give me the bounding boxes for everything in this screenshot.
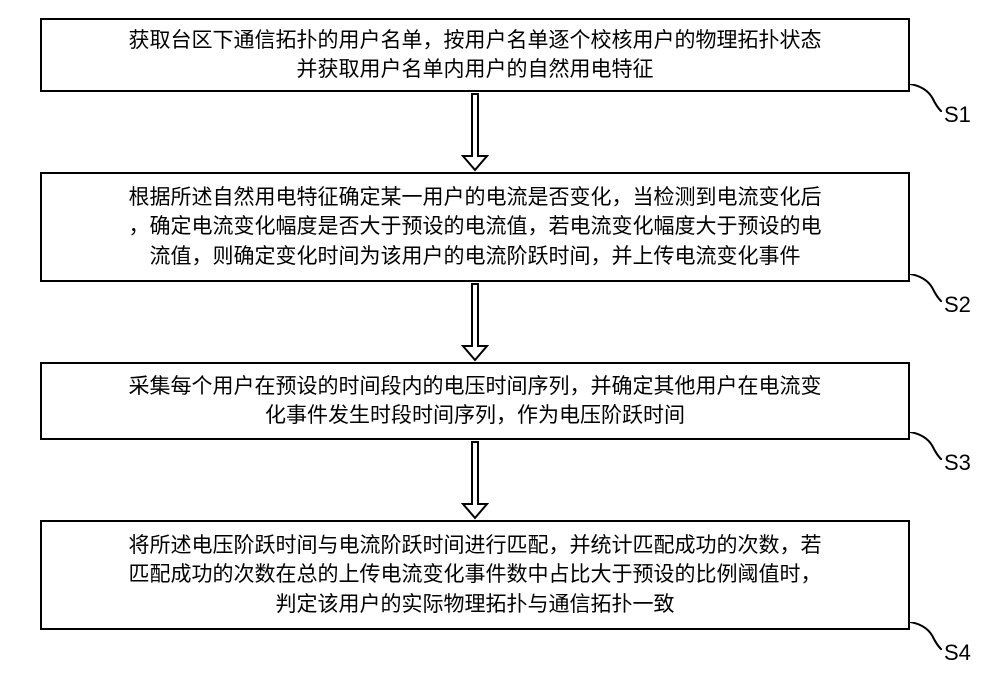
step-text-s1: 获取台区下通信拓扑的用户名单，按用户名单逐个校核用户的物理拓扑状态 并获取用户名…	[129, 26, 822, 85]
step-text-s3: 采集每个用户在预设的时间段内的电压时间序列，并确定其他用户在电流变 化事件发生时…	[129, 372, 822, 431]
step-label-s4: S4	[944, 640, 971, 666]
label-connector-s4	[910, 622, 942, 650]
step-label-s2: S2	[944, 292, 971, 318]
step-label-s1: S1	[944, 102, 971, 128]
flowchart-canvas: 获取台区下通信拓扑的用户名单，按用户名单逐个校核用户的物理拓扑状态 并获取用户名…	[0, 0, 1000, 675]
step-label-s3: S3	[944, 450, 971, 476]
label-connector-s1	[910, 84, 942, 112]
label-connector-s3	[910, 432, 942, 460]
step-text-s2: 根据所述自然用电特征确定某一用户的电流是否变化，当检测到电流变化后 ，确定电流变…	[129, 183, 822, 271]
step-box-s2: 根据所述自然用电特征确定某一用户的电流是否变化，当检测到电流变化后 ，确定电流变…	[40, 172, 910, 282]
arrow-s2-to-s3	[461, 282, 489, 362]
arrow-s3-to-s4	[461, 440, 489, 520]
step-text-s4: 将所述电压阶跃时间与电流阶跃时间进行匹配，并统计匹配成功的次数，若 匹配成功的次…	[129, 531, 822, 619]
step-box-s1: 获取台区下通信拓扑的用户名单，按用户名单逐个校核用户的物理拓扑状态 并获取用户名…	[40, 18, 910, 92]
arrow-s1-to-s2	[461, 92, 489, 172]
step-box-s4: 将所述电压阶跃时间与电流阶跃时间进行匹配，并统计匹配成功的次数，若 匹配成功的次…	[40, 520, 910, 630]
step-box-s3: 采集每个用户在预设的时间段内的电压时间序列，并确定其他用户在电流变 化事件发生时…	[40, 362, 910, 440]
label-connector-s2	[910, 274, 942, 302]
